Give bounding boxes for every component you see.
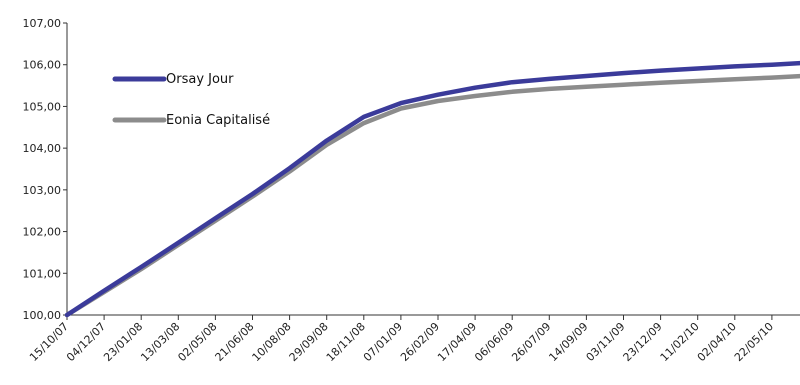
series-layer [64,60,800,318]
x-tick-label: 03/11/09 [583,320,627,364]
x-tick-label: 02/05/08 [175,320,219,364]
y-tick-label: 104,00 [23,142,62,155]
x-tick-label: 23/12/09 [621,320,665,364]
x-tick-label: 26/07/09 [509,320,553,364]
y-tick-label: 103,00 [23,184,62,197]
y-tick-label: 105,00 [23,100,62,113]
x-tick-label: 15/10/07 [27,320,71,364]
y-tick-label: 107,00 [23,17,62,30]
x-tick-label: 07/01/09 [361,320,405,364]
x-tick-label: 13/03/08 [138,320,182,364]
x-tick-label: 22/05/10 [732,320,776,364]
x-tick-label: 18/11/08 [324,320,368,364]
x-tick-label: 26/02/09 [398,320,442,364]
x-tick-label: 21/06/08 [212,320,256,364]
y-tick-label: 106,00 [23,59,62,72]
x-tick-label: 02/04/10 [695,320,739,364]
legend-label-eonia-capitalise: Eonia Capitalisé [166,113,270,128]
x-tick-label: 14/09/09 [546,320,590,364]
y-tick-label: 101,00 [23,267,62,280]
x-tick-label: 23/01/08 [101,320,145,364]
legend-label-orsay-jour: Orsay Jour [166,72,234,87]
x-tick-label: 04/12/07 [64,320,108,364]
legend: Orsay Jour Eonia Capitalisé [112,72,270,128]
x-tick-label: 06/06/09 [472,320,516,364]
y-tick-label: 100,00 [23,309,62,322]
x-tick-label: 10/08/08 [250,320,294,364]
y-tick-label: 102,00 [23,226,62,239]
series-line-eonia-capitalise [64,73,800,318]
x-tick-label: 17/04/09 [435,320,479,364]
series-line-orsay-jour [64,60,800,318]
x-tick-label: 11/02/10 [658,320,702,364]
x-tick-label: 29/09/08 [287,320,331,364]
